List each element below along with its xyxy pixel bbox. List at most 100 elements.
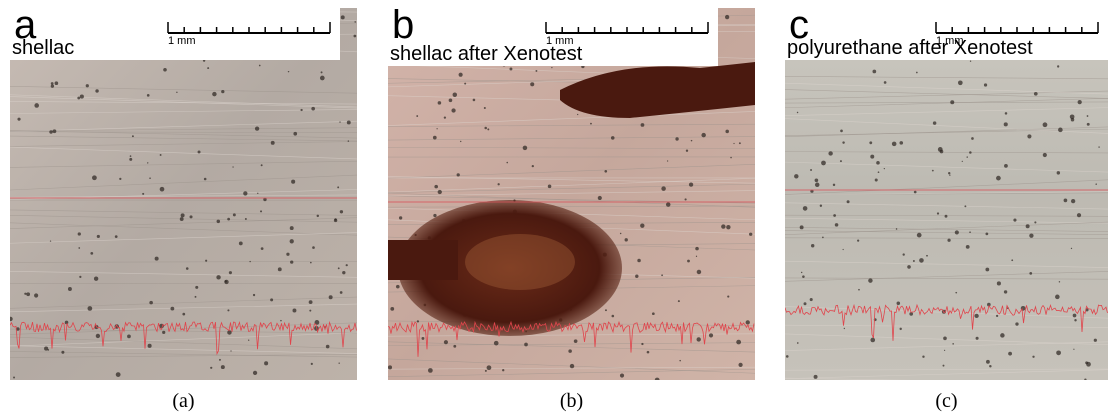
speck: [577, 114, 578, 115]
speck: [725, 15, 729, 19]
speck: [969, 151, 972, 154]
speck: [652, 312, 655, 315]
speck: [97, 235, 100, 238]
speck: [1004, 290, 1007, 293]
speck: [473, 99, 476, 102]
speck: [917, 233, 922, 238]
speck: [551, 67, 552, 68]
speck: [498, 183, 500, 185]
speck: [736, 340, 741, 345]
speck: [334, 219, 337, 222]
speck: [709, 333, 713, 337]
speck: [416, 115, 418, 117]
speck: [797, 112, 798, 113]
speck: [195, 296, 197, 298]
scale-label: 1 mm: [936, 35, 964, 47]
speck: [697, 337, 701, 341]
panel-caption: (a): [172, 390, 194, 412]
glare: [465, 234, 575, 290]
speck: [868, 278, 872, 282]
panel-caption: (b): [560, 390, 583, 412]
speck: [61, 351, 64, 354]
speck: [338, 362, 339, 363]
speck: [233, 213, 236, 216]
speck: [444, 340, 448, 344]
speck: [119, 178, 121, 180]
speck: [986, 360, 990, 364]
speck: [814, 375, 818, 379]
speck: [160, 154, 162, 156]
speck: [80, 95, 84, 99]
speck: [460, 141, 461, 142]
speck: [947, 239, 950, 242]
speck: [49, 130, 52, 133]
speck: [257, 193, 258, 194]
speck: [661, 186, 665, 190]
speck: [147, 94, 150, 97]
speck: [811, 244, 814, 247]
speck: [523, 146, 528, 151]
speck: [943, 337, 947, 341]
speck: [661, 274, 663, 276]
speck: [224, 280, 228, 284]
speck: [896, 228, 898, 230]
speck: [195, 286, 198, 289]
speck: [321, 71, 323, 73]
speck: [464, 83, 466, 85]
speck: [989, 365, 991, 367]
speck: [79, 276, 81, 278]
speck: [204, 178, 207, 181]
speck: [685, 198, 687, 200]
speck: [44, 347, 48, 351]
speck: [155, 257, 159, 261]
speck: [996, 176, 1001, 181]
speck: [205, 260, 207, 262]
speck: [1070, 114, 1075, 119]
speck: [641, 123, 645, 127]
speck: [964, 205, 966, 207]
speck: [844, 328, 845, 329]
speck: [726, 225, 730, 229]
speck: [502, 369, 504, 371]
speck: [612, 315, 615, 318]
speck: [822, 237, 824, 239]
speck: [1034, 92, 1038, 96]
speck: [309, 300, 313, 304]
micrograph-panel: bshellac after Xenotest1 mm(b): [388, 3, 755, 412]
speck: [51, 82, 54, 85]
figure: ashellac1 mm(a)bshellac after Xenotest1 …: [0, 0, 1113, 418]
speck: [974, 314, 978, 318]
speck: [506, 162, 508, 164]
speck: [1029, 272, 1032, 275]
speck: [696, 256, 697, 257]
speck: [340, 210, 343, 213]
speck: [142, 193, 144, 195]
speck: [227, 309, 229, 311]
speck: [641, 343, 643, 345]
speck: [605, 309, 607, 311]
speck: [248, 340, 249, 341]
speck: [1011, 259, 1013, 261]
speck: [821, 161, 826, 166]
speck: [96, 334, 100, 338]
speck: [725, 130, 729, 134]
speck: [858, 289, 860, 291]
speck: [950, 100, 954, 104]
speck: [857, 240, 859, 242]
speck: [149, 301, 153, 305]
speck: [340, 291, 343, 294]
speck: [842, 141, 844, 143]
speck: [733, 143, 734, 144]
speck: [26, 292, 30, 296]
speck: [162, 331, 165, 334]
speck: [1026, 224, 1030, 228]
speck: [1087, 123, 1090, 126]
speck: [1078, 100, 1082, 104]
speck: [524, 343, 528, 347]
speck: [216, 275, 220, 279]
speck: [985, 268, 989, 272]
speck: [453, 345, 456, 348]
speck: [746, 320, 750, 324]
speck: [51, 84, 54, 87]
speck: [1008, 352, 1012, 356]
